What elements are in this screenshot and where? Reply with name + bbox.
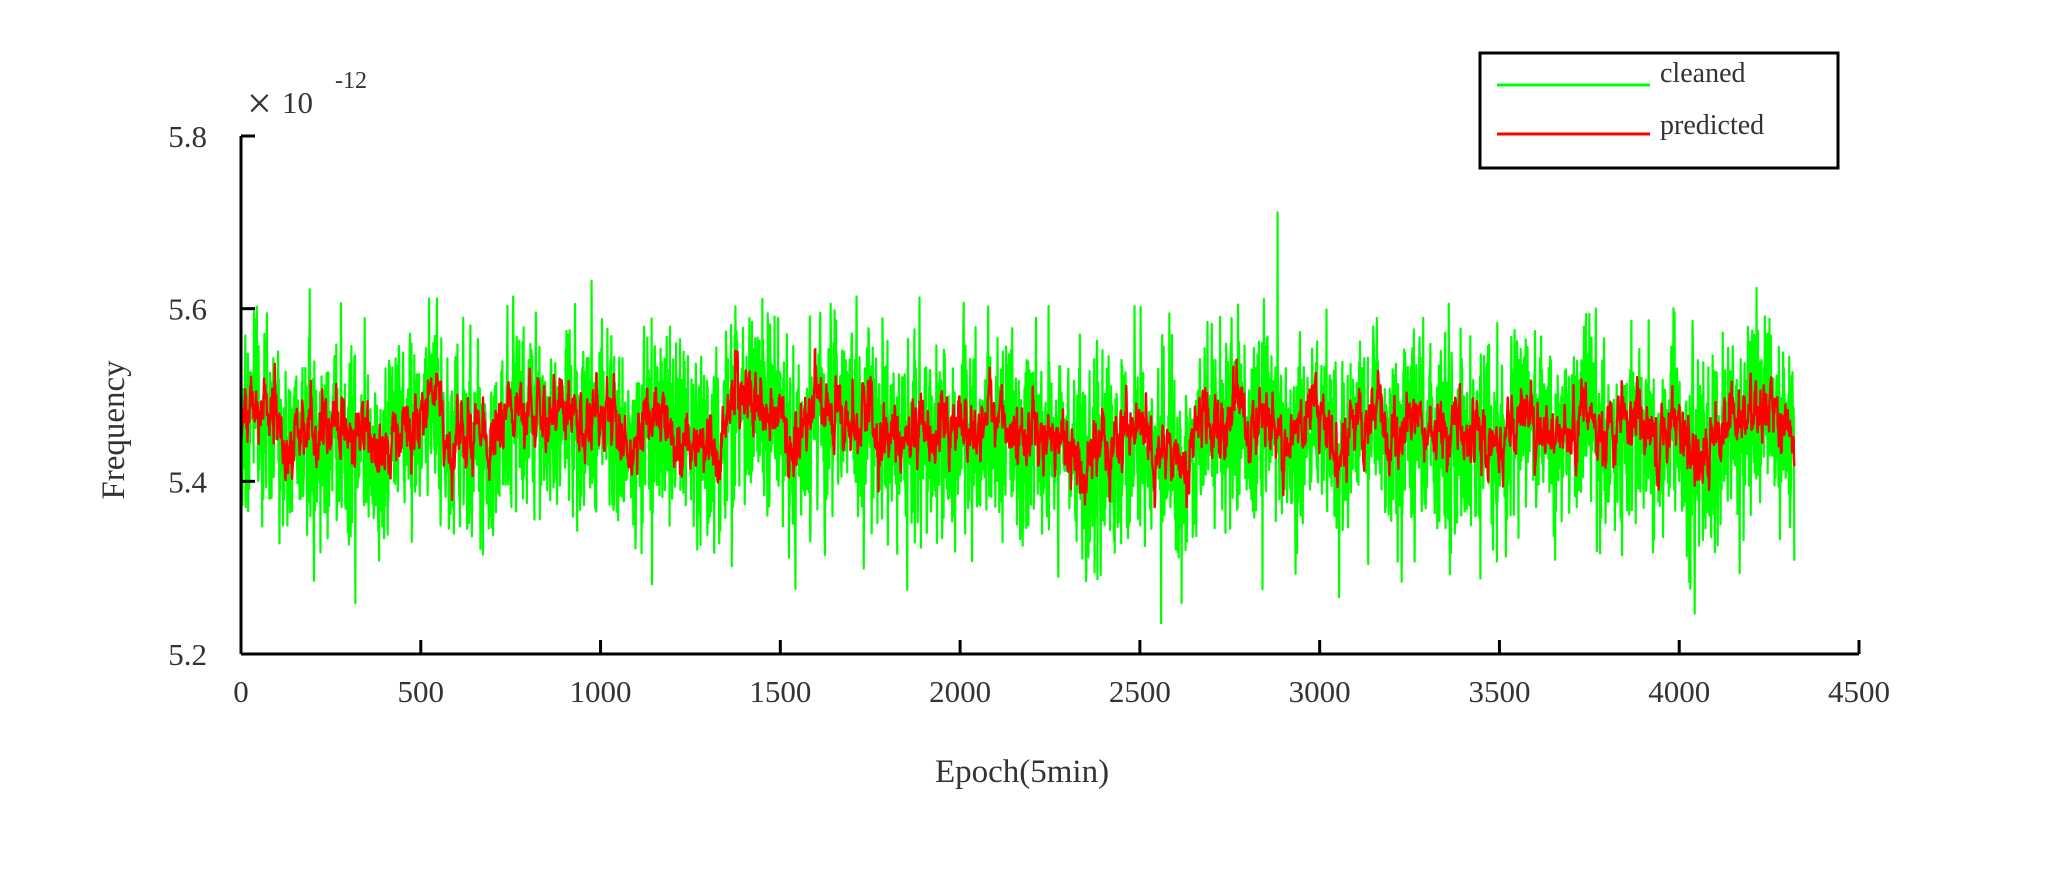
y-ticks: 5.2 5.4 5.6 5.8 bbox=[168, 119, 255, 672]
multiplier-symbol: × bbox=[247, 79, 272, 128]
x-axis-label: Epoch(5min) bbox=[935, 754, 1109, 790]
x-tick-label: 1500 bbox=[749, 674, 811, 709]
legend-box bbox=[1478, 51, 1840, 170]
series-layer bbox=[240, 211, 1796, 625]
x-tick-label: 500 bbox=[398, 674, 445, 709]
x-tick-label: 4000 bbox=[1648, 674, 1710, 709]
y-exponent-label: × 10 -12 bbox=[247, 68, 367, 128]
y-tick-label: 5.2 bbox=[168, 637, 207, 672]
x-tick-label: 3500 bbox=[1468, 674, 1530, 709]
x-tick-label: 1000 bbox=[570, 674, 632, 709]
y-tick-label: 5.4 bbox=[168, 464, 207, 499]
axes: 0 500 1000 1500 2000 2500 3000 3500 4000 4500 5.2… bbox=[168, 119, 1890, 709]
exponent-power: -12 bbox=[335, 68, 367, 94]
x-tick-label: 2000 bbox=[929, 674, 991, 709]
y-axis-label: Frequency bbox=[96, 360, 132, 500]
legend: cleaned predicted bbox=[1478, 51, 1840, 170]
x-ticks: 0 500 1000 1500 2000 2500 3000 3500 4000 4500 bbox=[233, 640, 1890, 709]
exponent-base: 10 bbox=[282, 85, 313, 120]
x-tick-label: 3000 bbox=[1289, 674, 1351, 709]
y-tick-label: 5.6 bbox=[168, 292, 207, 327]
y-tick-label: 5.8 bbox=[168, 119, 207, 154]
x-tick-label: 0 bbox=[233, 674, 249, 709]
legend-label-cleaned: cleaned bbox=[1660, 58, 1746, 89]
legend-label-predicted: predicted bbox=[1660, 110, 1764, 141]
x-tick-label: 4500 bbox=[1828, 674, 1890, 709]
x-tick-label: 2500 bbox=[1109, 674, 1171, 709]
series-line-predicted bbox=[240, 348, 1796, 509]
